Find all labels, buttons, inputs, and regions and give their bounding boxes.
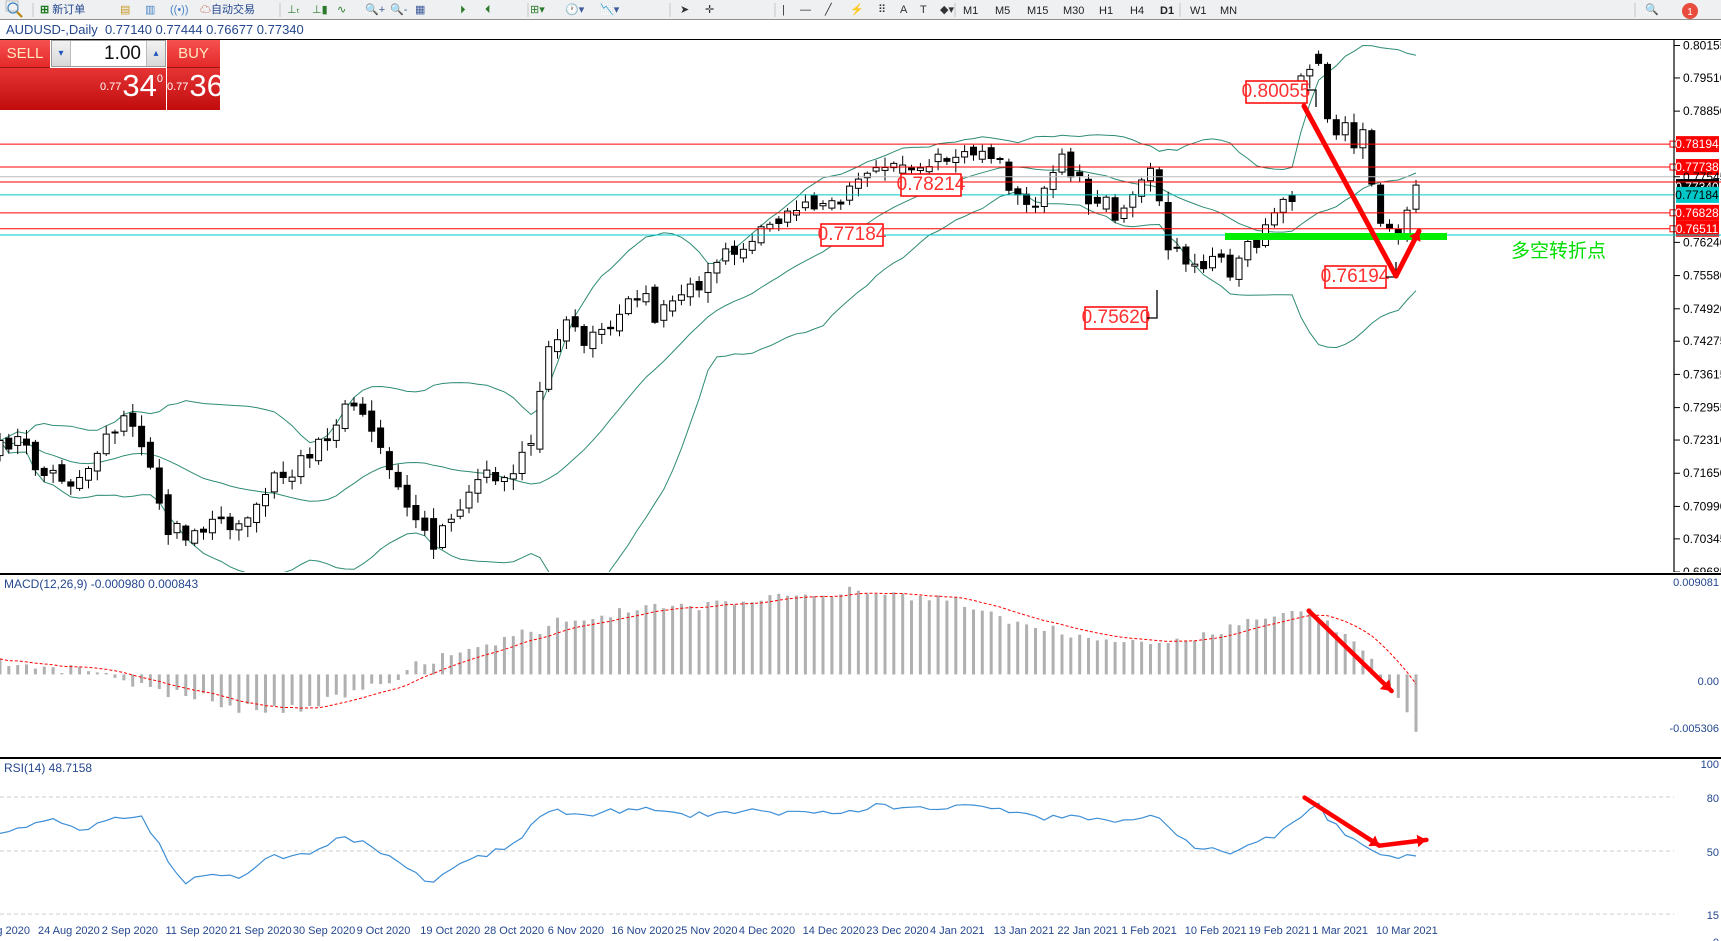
svg-text:多空转折点: 多空转折点 (1511, 240, 1606, 262)
svg-text:0.80055: 0.80055 (1242, 81, 1311, 102)
svg-text:0.76194: 0.76194 (1321, 266, 1390, 287)
svg-text:0.78214: 0.78214 (897, 174, 966, 195)
svg-text:1: 1 (1687, 7, 1693, 18)
svg-text:0.77184: 0.77184 (818, 224, 887, 245)
svg-text:0.75620: 0.75620 (1082, 307, 1151, 328)
